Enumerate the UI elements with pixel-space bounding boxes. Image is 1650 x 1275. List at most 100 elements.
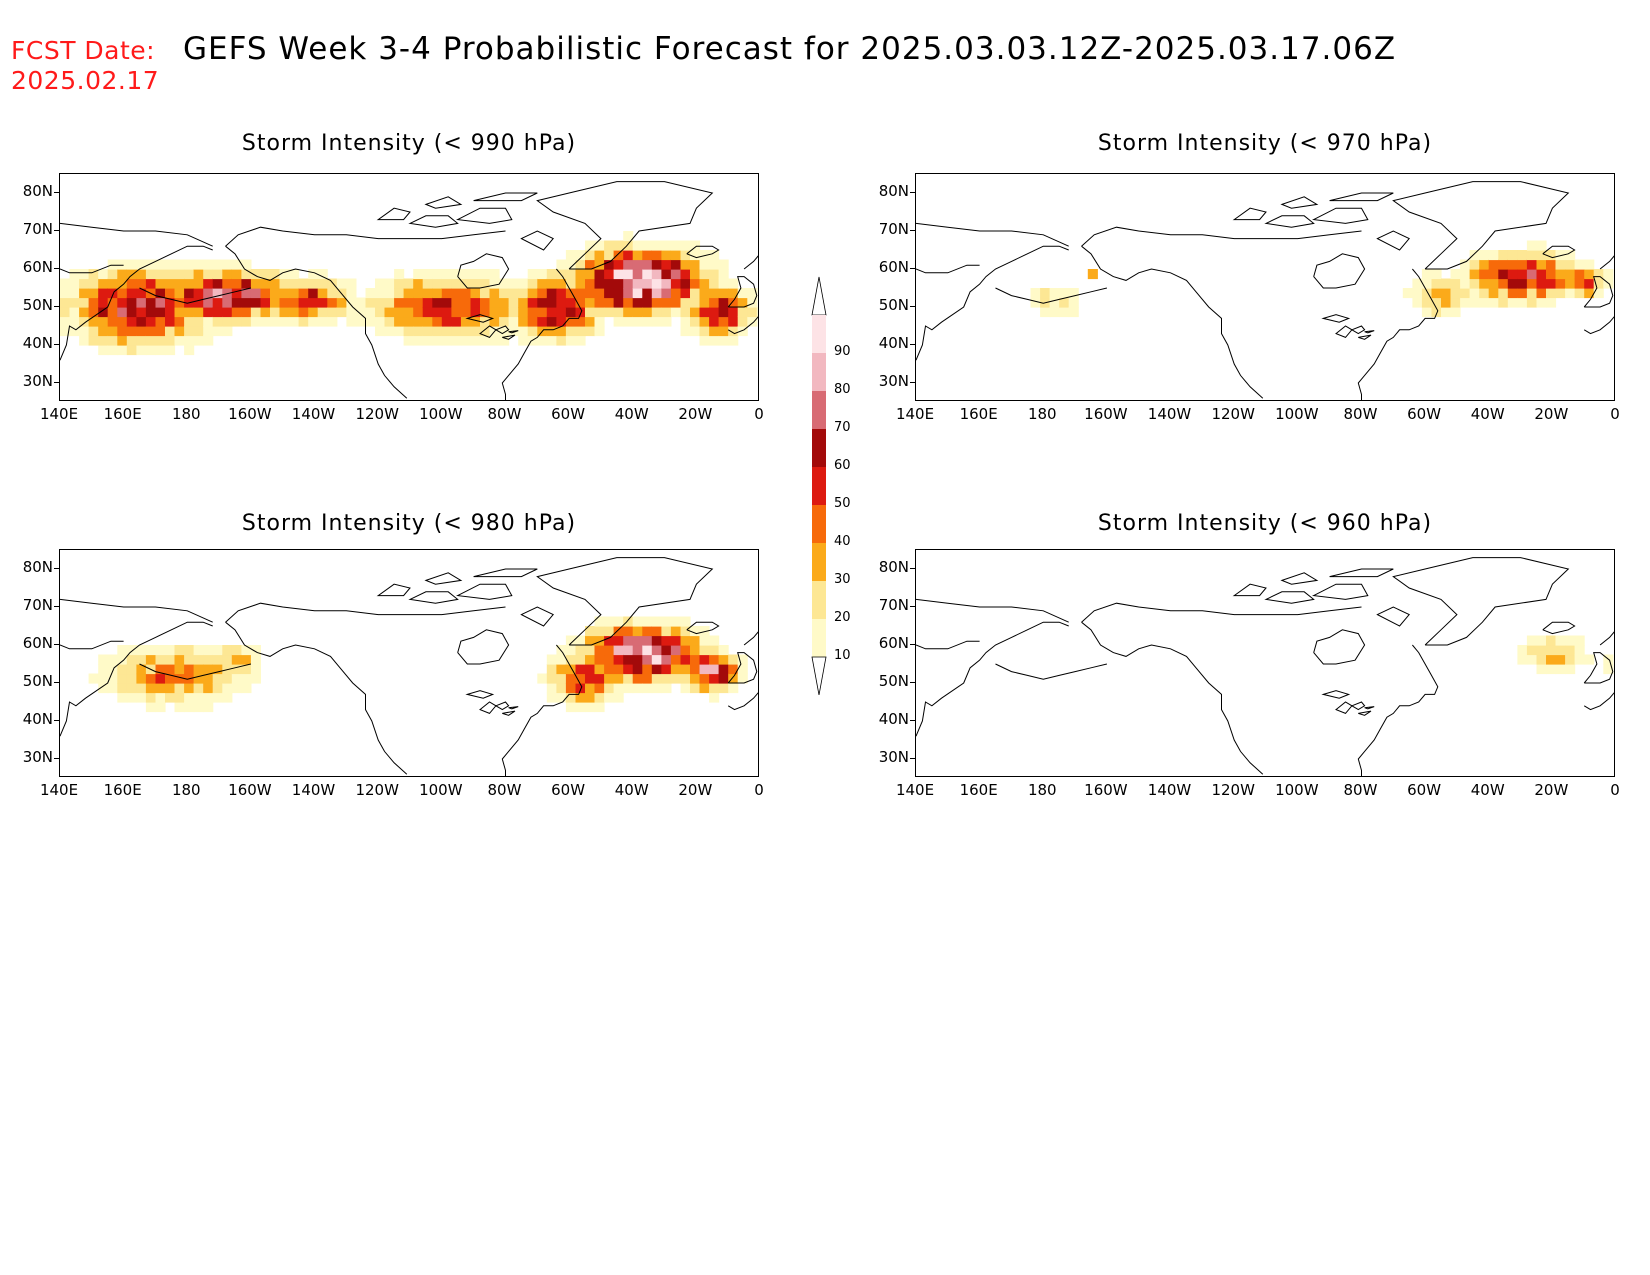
- prob-cell: [184, 259, 195, 270]
- prob-cell: [737, 654, 748, 665]
- coastline: [1392, 557, 1570, 646]
- prob-cell: [651, 240, 662, 251]
- coastline: [916, 222, 1069, 247]
- coastline: [60, 245, 213, 361]
- prob-cell: [1507, 278, 1518, 289]
- prob-cell: [174, 278, 185, 289]
- lat-tick-label: 30N: [878, 372, 909, 390]
- prob-cell: [1536, 664, 1547, 675]
- lat-tick-label: 50N: [22, 296, 53, 314]
- prob-cell: [222, 297, 233, 308]
- island-outline: [1232, 207, 1267, 221]
- prob-cell: [1460, 269, 1471, 280]
- prob-cell: [165, 654, 176, 665]
- prob-cell: [1479, 288, 1490, 299]
- prob-cell: [203, 692, 214, 703]
- prob-cell: [575, 316, 586, 327]
- lat-tick-mark: [910, 682, 916, 683]
- island-outline: [520, 606, 554, 627]
- prob-cell: [165, 345, 176, 356]
- prob-cell: [88, 307, 99, 318]
- prob-cell: [117, 326, 128, 337]
- prob-cell: [680, 278, 691, 289]
- coastline: [727, 692, 758, 711]
- prob-cell: [489, 269, 500, 280]
- prob-cell: [642, 307, 653, 318]
- prob-cell: [728, 297, 739, 308]
- prob-cell: [747, 288, 758, 299]
- prob-cell: [728, 335, 739, 346]
- prob-cell: [88, 297, 99, 308]
- prob-cell: [250, 278, 261, 289]
- prob-cell: [279, 307, 290, 318]
- prob-cell: [184, 345, 195, 356]
- prob-cell: [432, 278, 443, 289]
- prob-cell: [193, 335, 204, 346]
- prob-cell: [632, 673, 643, 684]
- prob-cell: [585, 316, 596, 327]
- prob-cell: [651, 307, 662, 318]
- prob-cell: [632, 635, 643, 646]
- prob-cell: [575, 664, 586, 675]
- prob-cell: [413, 307, 424, 318]
- prob-cell: [375, 297, 386, 308]
- prob-cell: [1431, 307, 1442, 318]
- prob-cell: [709, 288, 720, 299]
- prob-cell: [145, 673, 156, 684]
- prob-cell: [460, 288, 471, 299]
- prob-cell: [1040, 307, 1051, 318]
- prob-cell: [709, 683, 720, 694]
- prob-cell: [718, 645, 729, 656]
- prob-cell: [79, 269, 90, 280]
- lat-tick-mark: [54, 568, 60, 569]
- probability-field: [1517, 635, 1614, 675]
- prob-cell: [260, 316, 271, 327]
- prob-cell: [1460, 278, 1471, 289]
- prob-cell: [241, 259, 252, 270]
- prob-cell: [661, 250, 672, 261]
- lon-tick-label: 20W: [1534, 781, 1569, 799]
- prob-cell: [1546, 635, 1557, 646]
- main-title: GEFS Week 3-4 Probabilistic Forecast for…: [183, 31, 1397, 67]
- prob-cell: [174, 702, 185, 713]
- prob-cell: [565, 635, 576, 646]
- prob-cell: [623, 259, 634, 270]
- prob-cell: [441, 326, 452, 337]
- lon-tick-label: 60W: [551, 405, 586, 423]
- prob-cell: [670, 278, 681, 289]
- lon-tick-label: 60W: [1407, 405, 1442, 423]
- prob-cell: [718, 683, 729, 694]
- prob-cell: [107, 297, 118, 308]
- prob-cell: [594, 683, 605, 694]
- prob-cell: [737, 307, 748, 318]
- prob-cell: [1555, 645, 1566, 656]
- prob-cell: [632, 316, 643, 327]
- prob-cell: [317, 307, 328, 318]
- prob-cell: [451, 326, 462, 337]
- prob-cell: [384, 326, 395, 337]
- prob-cell: [1536, 240, 1547, 251]
- prob-cell: [193, 307, 204, 318]
- lake-outline: [494, 325, 510, 335]
- prob-cell: [709, 316, 720, 327]
- lon-tick-label: 20W: [678, 781, 713, 799]
- prob-cell: [165, 278, 176, 289]
- prob-cell: [107, 326, 118, 337]
- prob-cell: [585, 673, 596, 684]
- prob-cell: [556, 335, 567, 346]
- prob-cell: [222, 683, 233, 694]
- prob-cell: [670, 307, 681, 318]
- prob-cell: [661, 616, 672, 627]
- prob-cell: [117, 316, 128, 327]
- lon-tick-label: 140W: [1147, 781, 1192, 799]
- prob-cell: [289, 307, 300, 318]
- coastline: [1313, 253, 1366, 289]
- prob-cell: [680, 307, 691, 318]
- prob-cell: [670, 297, 681, 308]
- prob-cell: [88, 288, 99, 299]
- prob-cell: [661, 664, 672, 675]
- prob-cell: [88, 278, 99, 289]
- prob-cell: [565, 654, 576, 665]
- island-outline: [1232, 583, 1267, 597]
- prob-cell: [136, 259, 147, 270]
